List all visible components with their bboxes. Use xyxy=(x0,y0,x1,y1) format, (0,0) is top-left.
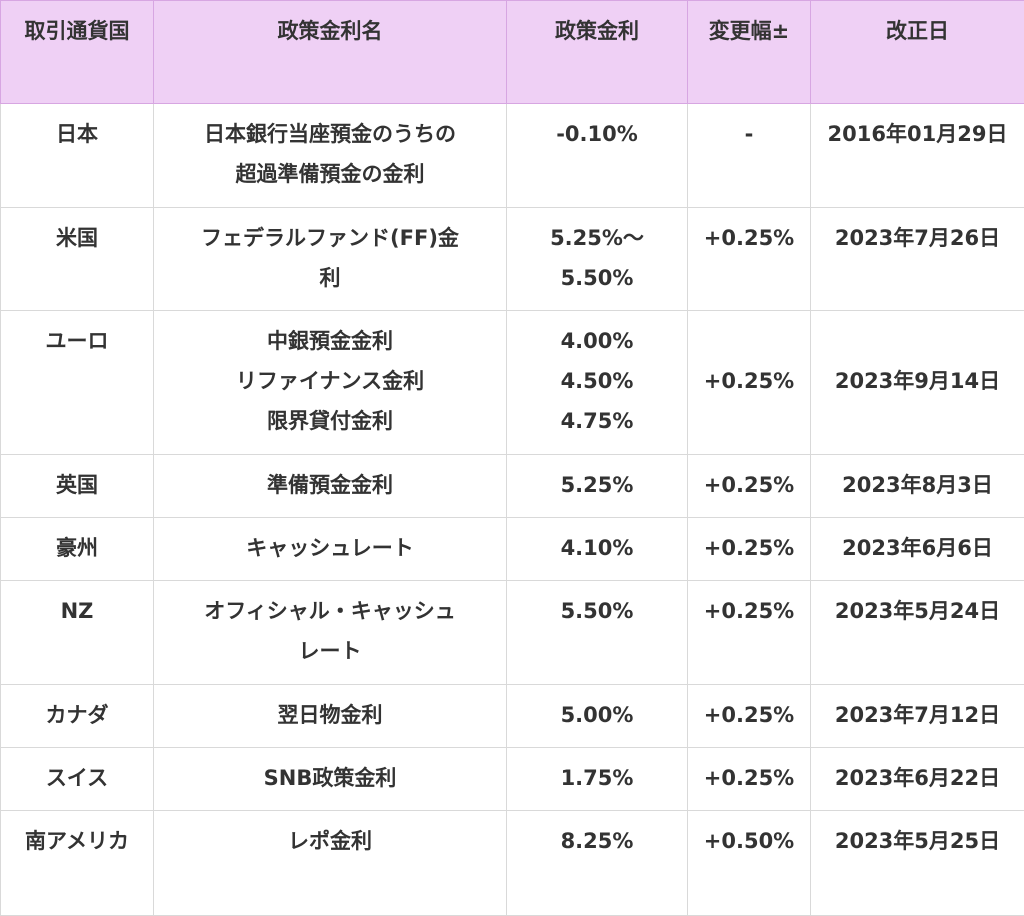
rate-line: 5.50% xyxy=(513,258,681,298)
date-cell: 2023年7月26日 xyxy=(811,208,1024,311)
country-cell: NZ xyxy=(1,581,154,685)
rate-name-cell: オフィシャル・キャッシュレート xyxy=(154,581,507,685)
change-cell: +0.25% xyxy=(688,518,811,581)
rate-line: 5.50% xyxy=(513,591,681,631)
rate-name-line: 超過準備預金の金利 xyxy=(160,154,500,194)
rate-name-line: 日本銀行当座預金のうちの xyxy=(160,114,500,154)
header-country: 取引通貨国 xyxy=(1,1,154,104)
table-row: 日本 日本銀行当座預金のうちの超過準備預金の金利 -0.10% - 2016年0… xyxy=(1,104,1024,208)
header-date-label: 改正日 xyxy=(817,11,1018,51)
rate-cell: 4.00%4.50%4.75% xyxy=(507,311,688,455)
rate-name-line: 利 xyxy=(160,258,500,298)
rate-line: 4.75% xyxy=(513,401,681,441)
rate-name-cell: レポ金利 xyxy=(154,811,507,916)
country-cell: 英国 xyxy=(1,455,154,518)
header-row: 取引通貨国 政策金利名 政策金利 変更幅± 改正日 xyxy=(1,1,1024,104)
table-row: 英国 準備預金金利 5.25% +0.25% 2023年8月3日 xyxy=(1,455,1024,518)
rate-line: 4.50% xyxy=(513,361,681,401)
country-cell: ユーロ xyxy=(1,311,154,455)
rate-line: -0.10% xyxy=(513,114,681,154)
rate-name-line: 準備預金金利 xyxy=(160,465,500,505)
date-cell: 2023年7月12日 xyxy=(811,685,1024,748)
rate-name-line: 翌日物金利 xyxy=(160,695,500,735)
date-cell: 2023年8月3日 xyxy=(811,455,1024,518)
change-cell: +0.25% xyxy=(688,311,811,455)
header-country-label: 取引通貨国 xyxy=(7,11,147,51)
rate-name-line: SNB政策金利 xyxy=(160,758,500,798)
table-row: 南アメリカ レポ金利 8.25% +0.50% 2023年5月25日 xyxy=(1,811,1024,916)
change-cell: +0.25% xyxy=(688,208,811,311)
change-cell: +0.50% xyxy=(688,811,811,916)
country-cell: スイス xyxy=(1,748,154,811)
rate-cell: 8.25% xyxy=(507,811,688,916)
rate-name-line: 限界貸付金利 xyxy=(160,401,500,441)
rate-name-line: レポ金利 xyxy=(160,821,500,861)
table-row: NZ オフィシャル・キャッシュレート 5.50% +0.25% 2023年5月2… xyxy=(1,581,1024,685)
change-cell: +0.25% xyxy=(688,748,811,811)
date-cell: 2023年9月14日 xyxy=(811,311,1024,455)
rate-name-cell: 日本銀行当座預金のうちの超過準備預金の金利 xyxy=(154,104,507,208)
date-cell: 2023年5月25日 xyxy=(811,811,1024,916)
rate-cell: 1.75% xyxy=(507,748,688,811)
rate-line: 8.25% xyxy=(513,821,681,861)
rate-cell: 5.25% xyxy=(507,455,688,518)
header-date: 改正日 xyxy=(811,1,1024,104)
table-row: 豪州 キャッシュレート 4.10% +0.25% 2023年6月6日 xyxy=(1,518,1024,581)
rate-line: 5.00% xyxy=(513,695,681,735)
table-row: スイス SNB政策金利 1.75% +0.25% 2023年6月22日 xyxy=(1,748,1024,811)
table-row: ユーロ 中銀預金金利リファイナンス金利限界貸付金利 4.00%4.50%4.75… xyxy=(1,311,1024,455)
rate-cell: 5.25%〜5.50% xyxy=(507,208,688,311)
rate-name-line: フェデラルファンド(FF)金 xyxy=(160,218,500,258)
change-cell: +0.25% xyxy=(688,455,811,518)
rate-name-line: リファイナンス金利 xyxy=(160,361,500,401)
rate-name-cell: フェデラルファンド(FF)金利 xyxy=(154,208,507,311)
table-row: 米国 フェデラルファンド(FF)金利 5.25%〜5.50% +0.25% 20… xyxy=(1,208,1024,311)
rate-line: 5.25% xyxy=(513,465,681,505)
rate-name-cell: キャッシュレート xyxy=(154,518,507,581)
country-cell: 米国 xyxy=(1,208,154,311)
rate-name-line: オフィシャル・キャッシュ xyxy=(160,591,500,631)
rate-line: 4.00% xyxy=(513,321,681,361)
country-cell: カナダ xyxy=(1,685,154,748)
rate-name-line: 中銀預金金利 xyxy=(160,321,500,361)
table-row: カナダ 翌日物金利 5.00% +0.25% 2023年7月12日 xyxy=(1,685,1024,748)
rate-name-cell: 中銀預金金利リファイナンス金利限界貸付金利 xyxy=(154,311,507,455)
date-cell: 2023年6月22日 xyxy=(811,748,1024,811)
header-rate-name: 政策金利名 xyxy=(154,1,507,104)
rate-line: 1.75% xyxy=(513,758,681,798)
country-cell: 南アメリカ xyxy=(1,811,154,916)
rate-cell: 4.10% xyxy=(507,518,688,581)
change-cell: +0.25% xyxy=(688,685,811,748)
rate-name-cell: 翌日物金利 xyxy=(154,685,507,748)
rate-name-line: キャッシュレート xyxy=(160,528,500,568)
country-cell: 豪州 xyxy=(1,518,154,581)
country-cell: 日本 xyxy=(1,104,154,208)
header-rate: 政策金利 xyxy=(507,1,688,104)
rate-cell: 5.00% xyxy=(507,685,688,748)
rate-line: 4.10% xyxy=(513,528,681,568)
header-change-label: 変更幅± xyxy=(694,11,804,51)
date-cell: 2023年5月24日 xyxy=(811,581,1024,685)
rate-name-cell: 準備預金金利 xyxy=(154,455,507,518)
rate-line: 5.25%〜 xyxy=(513,218,681,258)
date-cell: 2016年01月29日 xyxy=(811,104,1024,208)
change-cell: +0.25% xyxy=(688,581,811,685)
rate-name-cell: SNB政策金利 xyxy=(154,748,507,811)
header-rate-label: 政策金利 xyxy=(513,11,681,51)
header-rate-name-label: 政策金利名 xyxy=(160,11,500,51)
change-cell: - xyxy=(688,104,811,208)
header-change: 変更幅± xyxy=(688,1,811,104)
rate-cell: -0.10% xyxy=(507,104,688,208)
rate-cell: 5.50% xyxy=(507,581,688,685)
date-cell: 2023年6月6日 xyxy=(811,518,1024,581)
rate-name-line: レート xyxy=(160,631,500,671)
